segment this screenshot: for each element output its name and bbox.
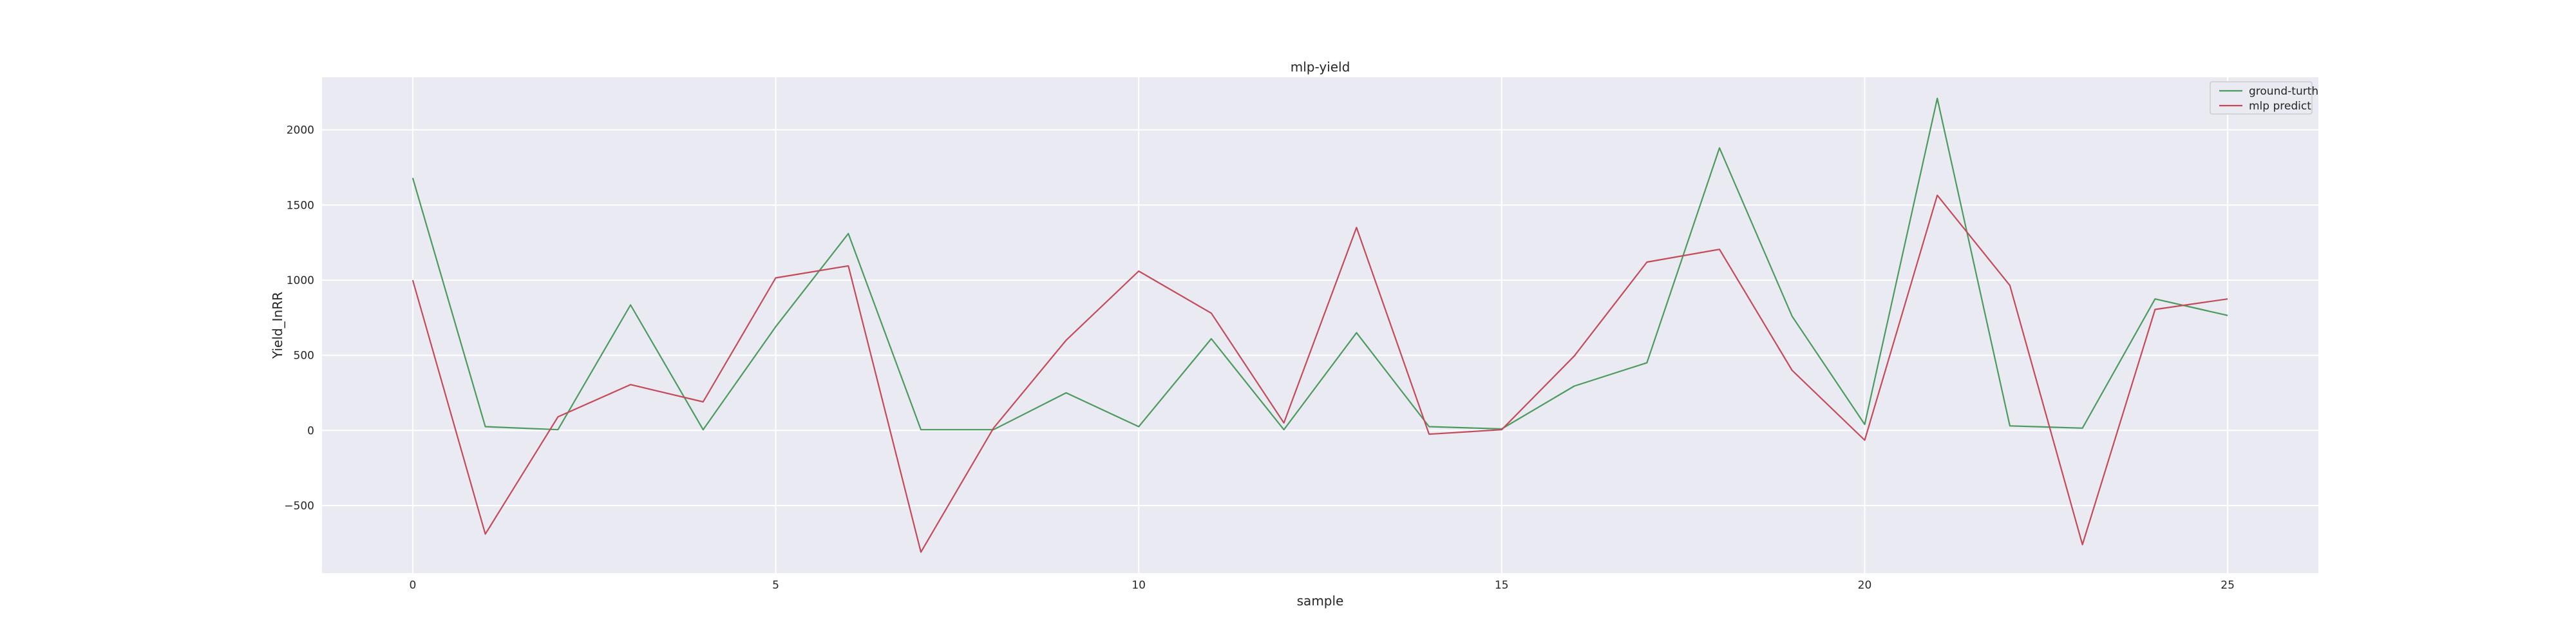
y-tick-label: 1500 (287, 199, 314, 212)
y-tick-label: 500 (294, 350, 314, 363)
y-tick-label: 0 (307, 424, 314, 437)
y-tick-label: 1000 (287, 274, 314, 287)
chart-title: mlp-yield (1291, 59, 1350, 75)
series-line-ground-turth (412, 97, 2228, 431)
y-tick-label: −500 (284, 500, 314, 513)
x-tick-label: 0 (409, 579, 416, 592)
series-layer (412, 97, 2228, 553)
x-tick-label: 20 (1858, 579, 1872, 592)
x-tick-label: 15 (1495, 579, 1509, 592)
y-axis-label: Yield_InRR (270, 292, 285, 359)
grid (322, 77, 2318, 573)
x-axis-label: sample (1297, 593, 1344, 609)
y-tick-label: 2000 (287, 124, 314, 137)
x-tick-label: 5 (772, 579, 779, 592)
tick-labels: 0 5 10 15 20 25 −500 0 500 1000 1500 2000 (284, 124, 2235, 592)
x-tick-label: 10 (1132, 579, 1146, 592)
legend-label-ground-turth: ground-turth (2249, 85, 2318, 98)
legend-label-mlp-predict: mlp predict (2249, 100, 2311, 113)
series-line-mlp-predict (412, 194, 2228, 553)
x-tick-label: 25 (2221, 579, 2235, 592)
legend: ground-turth mlp predict (2210, 81, 2318, 115)
